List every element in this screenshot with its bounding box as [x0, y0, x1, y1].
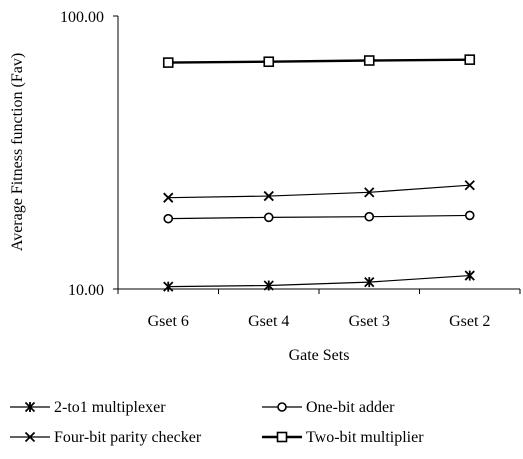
series-2-to1-multiplexer [163, 270, 475, 292]
x-tick-label: Gset 3 [349, 313, 390, 330]
legend-label: Two-bit multiplier [306, 429, 424, 446]
data-point [464, 54, 476, 65]
legend-label: One-bit adder [306, 399, 395, 416]
data-point [163, 192, 174, 203]
series-line [168, 184, 470, 199]
series-four-bit-parity-checker [163, 180, 475, 203]
data-point [163, 281, 174, 292]
series-line [168, 274, 470, 288]
data-point [163, 213, 174, 224]
series-two-bit-multiplier [162, 54, 476, 68]
legend-marker [24, 431, 36, 443]
data-point [363, 55, 375, 66]
data-point [162, 57, 174, 68]
data-point [364, 211, 375, 222]
x-axis-ticks: Gset 6 Gset 4 Gset 3 Gset 2 [117, 289, 521, 330]
series-line [168, 58, 470, 64]
data-point [364, 187, 375, 198]
legend: 2-to1 multiplexer One-bit adder Four-bit p… [10, 399, 424, 446]
x-axis-title: Gate Sets [289, 347, 350, 364]
series-one-bit-adder [163, 210, 475, 224]
y-axis-title: Average Fitness function (Fav) [9, 53, 26, 251]
legend-marker [277, 402, 287, 412]
data-point [263, 190, 274, 202]
series-layer [162, 54, 476, 292]
series-line [168, 214, 470, 220]
y-axis-ticks: 100.00 10.00 [60, 9, 118, 299]
x-tick-label: Gset 4 [248, 313, 289, 330]
legend-item: Four-bit parity checker [10, 429, 202, 446]
legend-item: Two-bit multiplier [262, 429, 424, 446]
data-point [464, 180, 475, 191]
data-point [364, 276, 375, 288]
data-point [263, 280, 274, 291]
y-tick-label: 10.00 [68, 282, 104, 299]
legend-label: 2-to1 multiplexer [54, 399, 166, 416]
data-point [263, 212, 274, 223]
x-tick-label: Gset 2 [449, 313, 490, 330]
legend-marker [276, 431, 288, 443]
legend-label: Four-bit parity checker [54, 429, 202, 446]
legend-marker [24, 401, 36, 413]
data-point [263, 56, 275, 68]
legend-item: 2-to1 multiplexer [10, 399, 166, 416]
y-tick-label: 100.00 [60, 9, 104, 26]
x-tick-label: Gset 6 [148, 313, 189, 330]
data-point [464, 210, 475, 221]
data-point [464, 270, 475, 281]
legend-item: One-bit adder [262, 399, 395, 416]
